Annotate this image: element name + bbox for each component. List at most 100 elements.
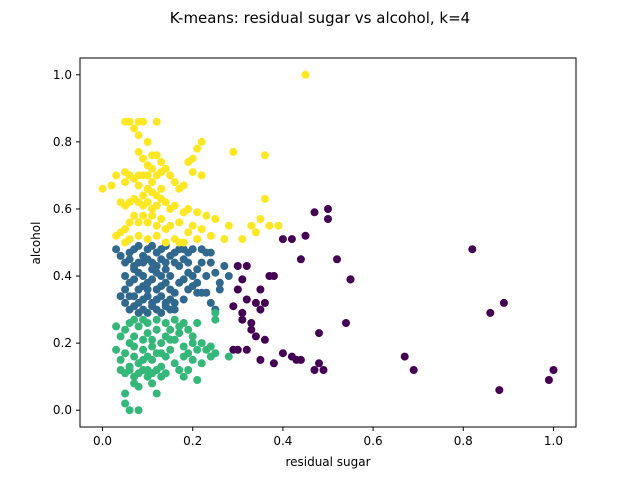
cluster-0-point — [549, 366, 558, 374]
cluster-3-point — [193, 208, 202, 217]
cluster-2-point — [193, 319, 202, 327]
cluster-3-point — [161, 164, 170, 173]
cluster-0-point — [278, 349, 287, 358]
cluster-1-point — [125, 292, 134, 301]
cluster-2-point — [184, 325, 193, 334]
cluster-1-point — [148, 241, 157, 250]
cluster-3-point — [197, 171, 206, 180]
y-tick-label: 0.8 — [53, 135, 72, 149]
cluster-2-point — [152, 325, 161, 334]
cluster-2-point — [116, 332, 125, 341]
cluster-3-point — [130, 124, 139, 133]
cluster-3-point — [139, 154, 148, 163]
cluster-0-point — [242, 262, 251, 270]
cluster-1-point — [170, 258, 179, 267]
cluster-2-point — [139, 366, 148, 374]
cluster-3-point — [224, 221, 233, 230]
cluster-2-point — [121, 399, 130, 408]
cluster-3-point — [175, 184, 184, 193]
cluster-2-point — [193, 376, 202, 384]
cluster-3-point — [238, 235, 247, 244]
cluster-3-point — [148, 178, 157, 187]
cluster-3-point — [256, 215, 265, 223]
cluster-0-point — [400, 352, 409, 361]
cluster-2-point — [206, 342, 215, 351]
cluster-1-point — [161, 258, 170, 267]
cluster-3-point — [188, 221, 197, 230]
cluster-0-point — [287, 235, 296, 244]
cluster-2-point — [121, 349, 130, 358]
cluster-2-point — [166, 345, 175, 354]
cluster-3-point — [125, 235, 134, 244]
cluster-2-point — [152, 389, 161, 398]
cluster-1-point — [211, 268, 220, 277]
chart-title: K-means: residual sugar vs alcohol, k=4 — [170, 9, 470, 27]
cluster-0-point — [346, 275, 355, 284]
cluster-1-point — [193, 265, 202, 274]
cluster-1-point — [157, 282, 166, 291]
cluster-0-point — [247, 325, 256, 334]
cluster-2-point — [152, 366, 161, 374]
cluster-0-point — [242, 295, 251, 304]
cluster-2-point — [121, 389, 130, 398]
cluster-1-point — [224, 272, 233, 280]
cluster-2-point — [179, 342, 188, 351]
cluster-1-point — [206, 258, 215, 267]
cluster-3-point — [98, 184, 107, 193]
cluster-2-point — [148, 379, 157, 388]
cluster-0-point — [495, 386, 504, 395]
cluster-3-point — [152, 151, 161, 160]
cluster-2-point — [211, 349, 220, 358]
cluster-0-point — [315, 329, 323, 338]
cluster-3-point — [188, 168, 197, 177]
cluster-1-point — [152, 295, 161, 304]
cluster-0-point — [260, 298, 269, 307]
cluster-1-point — [202, 248, 211, 257]
cluster-3-point — [170, 178, 179, 187]
cluster-2-point — [134, 406, 143, 415]
cluster-2-point — [121, 325, 130, 334]
cluster-1-point — [152, 268, 161, 277]
cluster-1-point — [143, 285, 152, 294]
cluster-3-point — [211, 215, 220, 223]
cluster-0-point — [256, 285, 265, 294]
cluster-2-point — [148, 342, 157, 351]
cluster-1-point — [112, 245, 121, 254]
cluster-3-point — [197, 225, 206, 234]
cluster-3-point — [157, 158, 166, 166]
cluster-3-point — [274, 221, 283, 230]
cluster-2-point — [211, 315, 220, 324]
y-tick-label: 0.4 — [53, 269, 72, 283]
cluster-1-point — [161, 265, 170, 274]
cluster-2-point — [139, 355, 148, 364]
cluster-2-point — [130, 342, 139, 351]
cluster-3-point — [197, 137, 206, 146]
cluster-1-point — [166, 295, 175, 304]
cluster-1-point — [179, 275, 188, 284]
cluster-2-point — [175, 329, 184, 338]
cluster-3-point — [260, 151, 269, 160]
y-tick-label: 0.6 — [53, 202, 72, 216]
cluster-3-point — [166, 171, 175, 180]
cluster-2-point — [134, 382, 143, 391]
cluster-1-point — [197, 258, 206, 267]
cluster-3-point — [139, 191, 148, 200]
cluster-3-point — [148, 211, 157, 220]
y-axis-ticks: 0.0 0.2 0.4 0.6 0.8 1.0 — [53, 68, 80, 417]
cluster-2-point — [143, 319, 152, 327]
cluster-3-point — [202, 211, 211, 220]
cluster-0-point — [260, 335, 269, 344]
cluster-2-point — [112, 322, 121, 331]
cluster-3-point — [125, 117, 134, 126]
cluster-2-point — [179, 372, 188, 381]
cluster-1-point — [170, 305, 179, 314]
cluster-0-point — [301, 231, 310, 240]
cluster-1-point — [188, 282, 197, 291]
cluster-0-point — [409, 366, 418, 374]
cluster-2-point — [152, 315, 161, 324]
x-axis-ticks: 0.0 0.2 0.4 0.6 0.8 1.0 — [93, 427, 563, 448]
cluster-3-point — [193, 235, 202, 244]
cluster-1-point — [202, 272, 211, 280]
cluster-3-point — [152, 201, 161, 210]
cluster-2-point — [161, 369, 170, 378]
